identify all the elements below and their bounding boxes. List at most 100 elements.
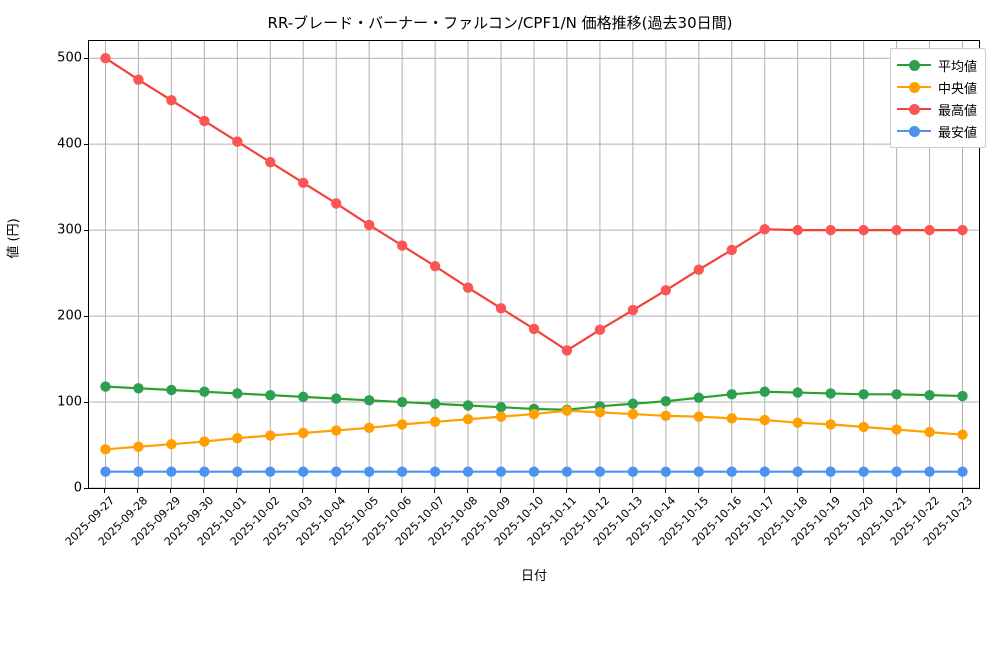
data-point[interactable] xyxy=(199,115,210,127)
data-point[interactable] xyxy=(891,224,902,236)
data-point[interactable] xyxy=(495,402,507,413)
data-point[interactable] xyxy=(561,345,573,356)
data-point[interactable] xyxy=(891,466,902,477)
data-point[interactable] xyxy=(331,198,342,209)
data-point[interactable] xyxy=(858,421,869,433)
data-point[interactable] xyxy=(396,466,408,477)
data-point[interactable] xyxy=(100,52,111,64)
data-point[interactable] xyxy=(166,95,177,106)
data-point[interactable] xyxy=(166,384,177,396)
data-point[interactable] xyxy=(825,224,836,236)
data-point[interactable] xyxy=(429,466,441,477)
data-point[interactable] xyxy=(726,466,737,477)
data-point[interactable] xyxy=(429,261,441,272)
data-point[interactable] xyxy=(199,436,210,447)
data-point[interactable] xyxy=(199,386,210,397)
data-point[interactable] xyxy=(792,466,803,477)
data-point[interactable] xyxy=(825,466,836,477)
data-point[interactable] xyxy=(759,224,770,235)
data-point[interactable] xyxy=(166,466,177,477)
legend-item-4[interactable]: 最安値 xyxy=(896,120,977,142)
data-point[interactable] xyxy=(528,408,540,420)
data-point[interactable] xyxy=(858,389,869,400)
data-point[interactable] xyxy=(858,466,869,477)
data-point[interactable] xyxy=(891,389,902,400)
data-point[interactable] xyxy=(462,414,474,425)
data-point[interactable] xyxy=(232,136,243,147)
data-point[interactable] xyxy=(133,466,144,477)
data-point[interactable] xyxy=(495,303,507,314)
data-point[interactable] xyxy=(825,419,836,430)
data-point[interactable] xyxy=(726,244,737,256)
data-point[interactable] xyxy=(232,388,243,399)
data-point[interactable] xyxy=(924,389,935,401)
data-point[interactable] xyxy=(363,219,375,231)
data-point[interactable] xyxy=(957,429,968,440)
data-point[interactable] xyxy=(957,390,968,402)
data-point[interactable] xyxy=(594,324,606,336)
data-point[interactable] xyxy=(133,383,144,394)
data-point[interactable] xyxy=(660,410,672,421)
data-point[interactable] xyxy=(166,438,177,450)
data-point[interactable] xyxy=(331,425,342,436)
data-point[interactable] xyxy=(100,381,111,392)
data-point[interactable] xyxy=(924,426,935,438)
data-point[interactable] xyxy=(232,466,243,477)
data-point[interactable] xyxy=(726,413,737,424)
data-point[interactable] xyxy=(429,416,441,428)
data-point[interactable] xyxy=(429,398,441,409)
data-point[interactable] xyxy=(462,466,474,477)
chart-legend[interactable]: 平均値 中央値 最高値 最安値 xyxy=(889,48,986,148)
data-point[interactable] xyxy=(627,398,639,409)
data-point[interactable] xyxy=(759,414,770,426)
data-point[interactable] xyxy=(298,177,309,189)
data-point[interactable] xyxy=(924,224,935,236)
data-point[interactable] xyxy=(693,411,705,422)
legend-item-2[interactable]: 中央値 xyxy=(896,76,977,98)
data-point[interactable] xyxy=(495,411,507,422)
data-point[interactable] xyxy=(495,466,507,477)
data-point[interactable] xyxy=(363,422,375,434)
data-point[interactable] xyxy=(759,466,770,477)
data-point[interactable] xyxy=(396,419,408,430)
data-point[interactable] xyxy=(265,157,276,168)
data-point[interactable] xyxy=(660,285,672,296)
data-point[interactable] xyxy=(792,387,803,398)
data-point[interactable] xyxy=(627,466,639,477)
data-point[interactable] xyxy=(660,395,672,407)
data-point[interactable] xyxy=(693,466,705,477)
data-point[interactable] xyxy=(627,408,639,420)
data-point[interactable] xyxy=(298,427,309,439)
data-point[interactable] xyxy=(363,466,375,477)
data-point[interactable] xyxy=(298,466,309,477)
data-point[interactable] xyxy=(594,407,606,418)
data-point[interactable] xyxy=(528,323,540,335)
data-point[interactable] xyxy=(792,417,803,428)
data-point[interactable] xyxy=(298,391,309,403)
data-point[interactable] xyxy=(232,432,243,444)
data-point[interactable] xyxy=(100,466,111,477)
data-point[interactable] xyxy=(561,466,573,477)
data-point[interactable] xyxy=(957,466,968,477)
data-point[interactable] xyxy=(363,395,375,406)
data-point[interactable] xyxy=(858,224,869,236)
data-point[interactable] xyxy=(726,389,737,400)
data-point[interactable] xyxy=(396,240,408,251)
data-point[interactable] xyxy=(199,466,210,477)
data-point[interactable] xyxy=(924,466,935,477)
data-point[interactable] xyxy=(957,224,968,236)
data-point[interactable] xyxy=(133,441,144,452)
data-point[interactable] xyxy=(462,400,474,411)
data-point[interactable] xyxy=(331,393,342,404)
data-point[interactable] xyxy=(627,304,639,316)
data-point[interactable] xyxy=(594,466,606,477)
data-point[interactable] xyxy=(265,430,276,441)
data-point[interactable] xyxy=(462,282,474,293)
data-point[interactable] xyxy=(561,405,573,416)
data-point[interactable] xyxy=(825,388,836,399)
data-point[interactable] xyxy=(396,396,408,408)
data-point[interactable] xyxy=(693,392,705,403)
data-point[interactable] xyxy=(693,264,705,275)
data-point[interactable] xyxy=(331,466,342,477)
legend-item-3[interactable]: 最高値 xyxy=(896,98,977,120)
